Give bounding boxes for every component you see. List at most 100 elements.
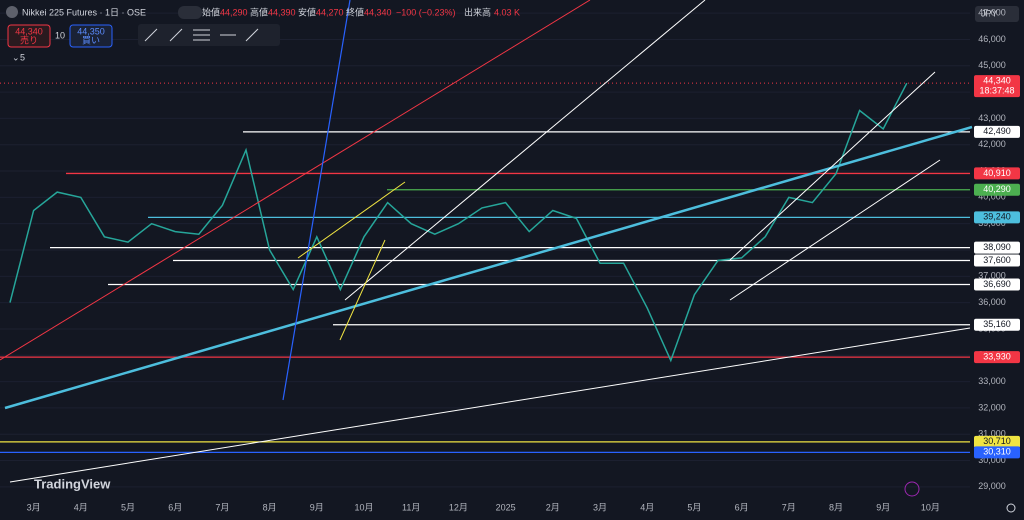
level-tag [974,318,1020,331]
trend-line [339,239,386,341]
indicator-count: 5 [20,52,25,62]
trend-line [729,71,936,261]
x-tick-label: 9月 [310,502,324,512]
level-label: 30,710 [983,436,1011,446]
level-label: 38,090 [983,242,1011,252]
buy-button[interactable] [69,24,113,48]
level-tag [974,254,1020,267]
level-label: 40,290 [983,184,1011,194]
level-tag [974,435,1020,448]
price-line [9,82,908,363]
level-label: 39,240 [983,212,1011,222]
x-tick-label: 5月 [121,502,135,512]
change: −100 (−0.23%) [396,7,456,17]
trend-line [282,0,351,401]
level-label: 30,310 [983,447,1011,457]
quantity: 10 [55,30,65,40]
plot-area [0,12,970,488]
x-tick-label: 2月 [546,502,560,512]
symbol: Nikkei 225 Futures · 1日 · OSE [22,7,146,17]
trend-line [297,181,406,259]
y-tick-label: 47,000 [978,8,1006,18]
low-label: 安値 [298,6,316,17]
high-label: 高値 [250,6,268,17]
x-tick-label: 9月 [876,502,890,512]
y-tick-label: 46,000 [978,34,1006,44]
x-tick-label: 3月 [27,502,41,512]
y-tick-label: 37,000 [978,271,1006,281]
x-tick-label: 10月 [354,502,373,512]
high: 44,390 [268,7,296,17]
level-tag [974,351,1020,364]
y-tick-label: 40,000 [978,192,1006,202]
x-tick-label: 4月 [74,502,88,512]
volume-label: 出来高 [464,6,491,17]
countdown: 18:37:48 [979,86,1014,96]
y-tick-label: 31,000 [978,429,1006,439]
level-tag [974,167,1020,180]
currency-select[interactable] [975,6,1019,22]
y-tick-label: 30,000 [978,455,1006,465]
news-icon[interactable] [904,481,920,497]
level-tag [974,183,1020,196]
x-tick-label: 3月 [593,502,607,512]
level-tag [974,211,1020,224]
trend-line [729,159,941,301]
level-label: 33,930 [983,351,1011,361]
x-tick-label: 8月 [263,502,277,512]
volume: 4.03 K [494,7,520,17]
y-tick-label: 45,000 [978,60,1006,70]
y-tick-label: 36,000 [978,297,1006,307]
level-label: 35,160 [983,319,1011,329]
level-tag [974,241,1020,254]
level-label: 36,690 [983,279,1011,289]
trend-line [0,0,591,361]
y-tick-label: 43,000 [978,113,1006,123]
x-tick-label: 12月 [449,502,468,512]
open-label: 始値 [202,6,220,17]
x-tick-label: 7月 [782,502,796,512]
level-tag [974,125,1020,138]
trend-line [9,327,971,483]
status-badge [178,6,202,19]
toolbar-icons [144,28,259,42]
currency: JPY [981,8,998,18]
y-tick-label: 42,000 [978,139,1006,149]
x-tick-label: 2025 [496,502,516,512]
settings-icon[interactable] [1006,503,1016,513]
x-tick-label: 11月 [402,502,420,512]
y-tick-label: 32,000 [978,402,1006,412]
buy-label: 買い [82,35,100,45]
level-label: 37,600 [983,255,1011,265]
indicator-toggle[interactable]: ⌄ [12,52,20,62]
low: 44,270 [316,7,344,17]
buy-price: 44,350 [77,26,105,36]
sell-price: 44,340 [15,26,43,36]
level-label: 40,910 [983,168,1011,178]
x-tick-label: 4月 [640,502,654,512]
x-tick-label: 7月 [215,502,229,512]
level-tag [974,278,1020,291]
close-label: 終値 [346,6,364,17]
sell-label: 売り [20,34,38,45]
level-tag [974,446,1020,459]
close: 44,340 [364,7,392,17]
open: 44,290 [220,7,248,17]
x-tick-label: 6月 [168,502,182,512]
symbol-icon [6,6,18,18]
x-tick-label: 10月 [921,502,940,512]
sell-button[interactable] [7,24,51,48]
x-tick-label: 8月 [829,502,843,512]
x-tick-label: 5月 [687,502,701,512]
current-price: 44,340 [983,76,1011,86]
price-axis: 29,00030,00031,00032,00033,00034,00035,0… [974,8,1020,491]
trend-line [4,125,973,410]
trend-line [344,0,706,301]
level-label: 42,490 [983,126,1011,136]
brand: TradingView [34,476,111,491]
x-tick-label: 6月 [735,502,749,512]
y-tick-label: 33,000 [978,376,1006,386]
y-tick-label: 29,000 [978,481,1006,491]
current-price-tag [974,75,1020,98]
